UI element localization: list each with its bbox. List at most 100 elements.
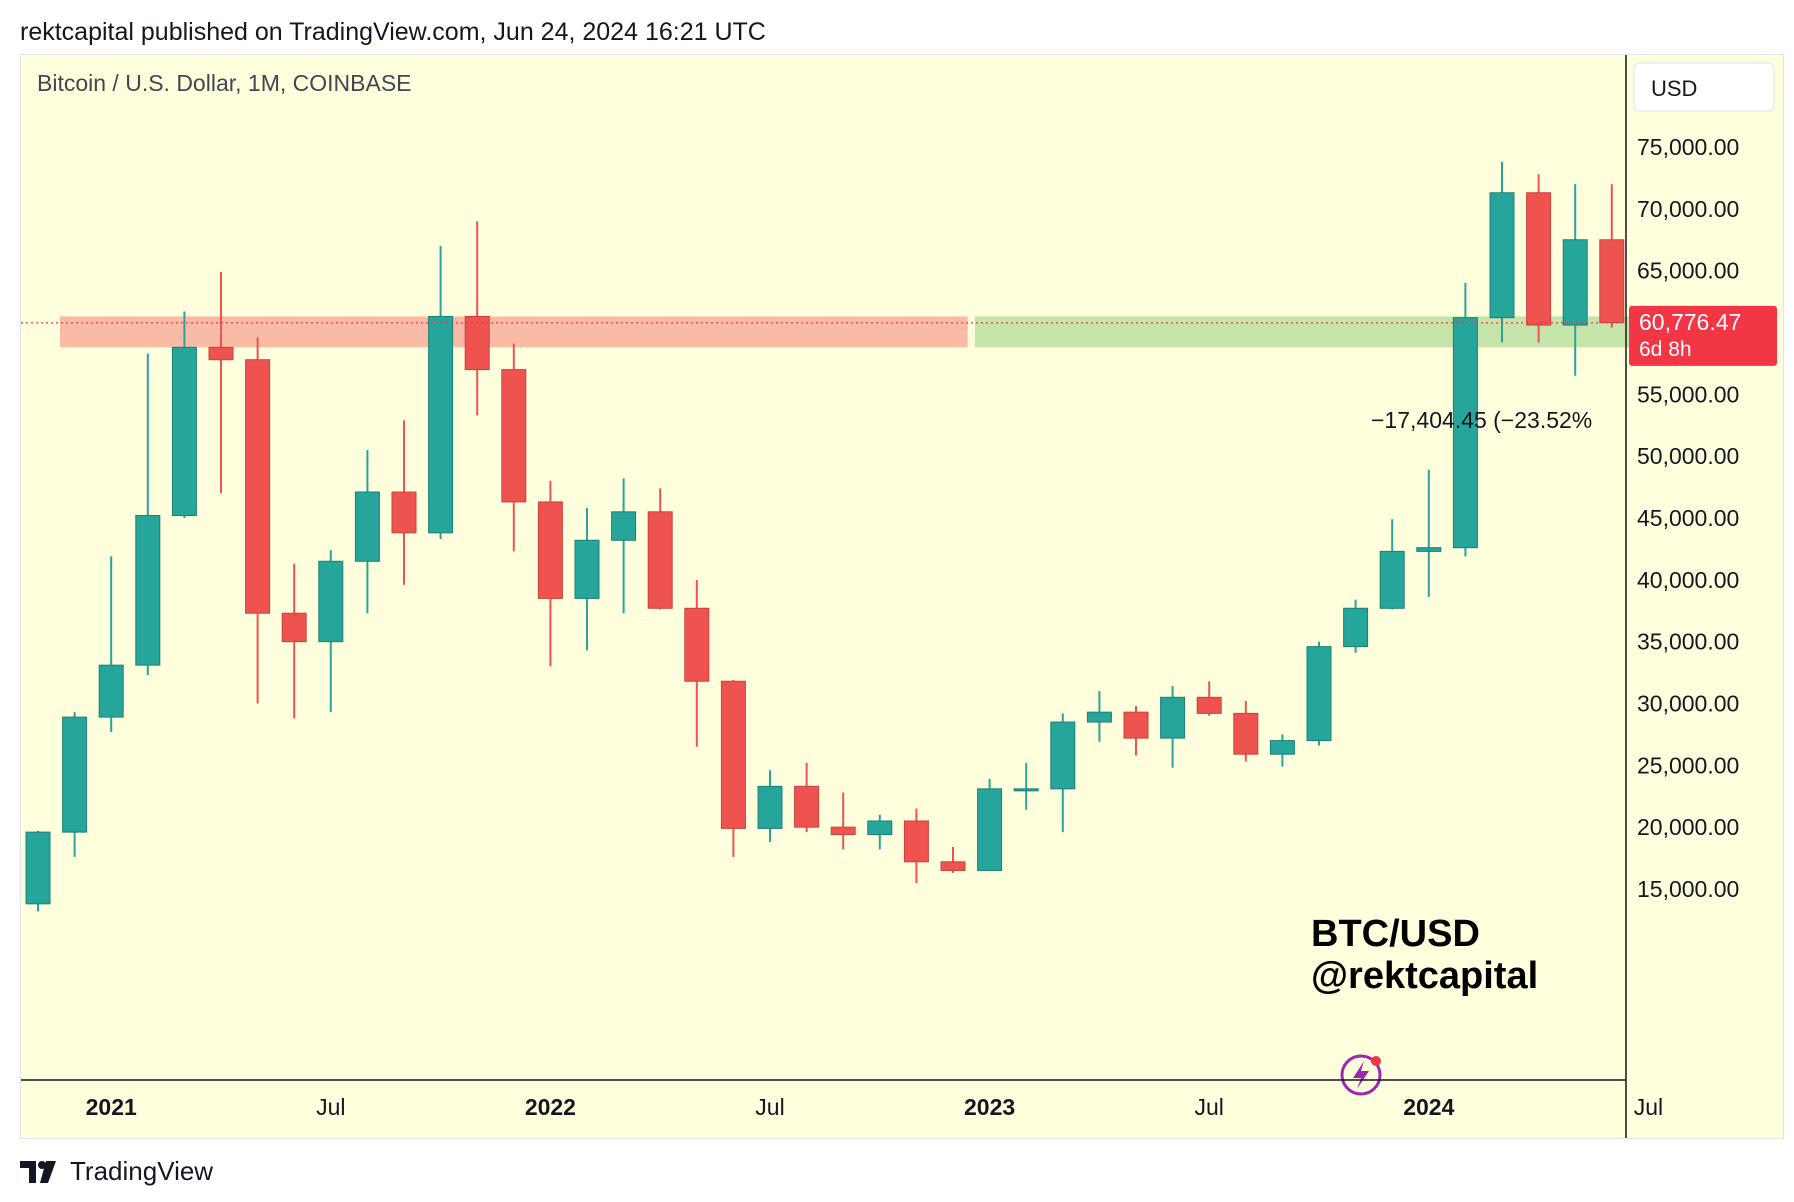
candle-2021-10[interactable] <box>428 245 454 540</box>
tradingview-brand[interactable]: TradingView <box>20 1156 213 1187</box>
price-tick-label: 50,000.00 <box>1637 443 1739 469</box>
candle-2022-05[interactable] <box>684 579 710 747</box>
chart-title: Bitcoin / U.S. Dollar, 1M, COINBASE <box>37 70 412 96</box>
candle-2021-02[interactable] <box>135 353 161 676</box>
red-zone[interactable] <box>59 316 968 348</box>
time-tick-label: 2022 <box>525 1094 576 1120</box>
candle-2021-07[interactable] <box>318 550 344 713</box>
price-tick-label: 15,000.00 <box>1637 876 1739 902</box>
candle-2023-06[interactable] <box>1160 686 1186 768</box>
candle-body <box>1416 547 1442 552</box>
candle-2021-04[interactable] <box>208 271 234 494</box>
candle-body <box>1379 550 1405 609</box>
candle-2023-03[interactable] <box>1050 713 1076 833</box>
candle-2024-05[interactable] <box>1562 184 1588 376</box>
candle-2024-04[interactable] <box>1526 174 1552 343</box>
candle-2021-03[interactable] <box>171 311 197 518</box>
candle-2022-02[interactable] <box>574 508 600 651</box>
candle-body <box>1599 239 1625 324</box>
candle-body <box>1123 711 1149 739</box>
candle-body <box>830 826 856 836</box>
price-axis[interactable]: 15,000.00 20,000.00 25,000.00 30,000.00 35,0… <box>1637 134 1739 902</box>
candle-body <box>647 511 673 609</box>
candle-body <box>1233 712 1259 755</box>
candle-body <box>757 785 783 829</box>
candle-body <box>867 820 893 836</box>
candle-body <box>1489 192 1515 319</box>
candle-body <box>1086 711 1112 723</box>
candle-2023-10[interactable] <box>1306 641 1332 746</box>
watermark-line2: @rektcapital <box>1311 955 1538 997</box>
candle-body <box>245 359 271 614</box>
candle-2021-12[interactable] <box>501 343 527 552</box>
candle-2023-09[interactable] <box>1269 734 1295 767</box>
candle-2022-04[interactable] <box>647 488 673 610</box>
candle-body <box>1050 721 1076 790</box>
candle-2024-06[interactable] <box>1599 184 1625 328</box>
candle-2022-03[interactable] <box>611 478 637 614</box>
price-tick-label: 20,000.00 <box>1637 814 1739 840</box>
candle-2022-01[interactable] <box>537 480 563 667</box>
candle-body <box>1196 696 1222 714</box>
candlestick-chart[interactable]: −17,404.45 (−23.52% Bitcoin / U.S. Dolla… <box>21 55 1783 1138</box>
candle-2024-01[interactable] <box>1416 469 1442 598</box>
time-tick-label: 2023 <box>964 1094 1015 1120</box>
candle-body <box>135 515 161 666</box>
price-tick-label: 30,000.00 <box>1637 691 1739 717</box>
price-tick-label: 40,000.00 <box>1637 567 1739 593</box>
candle-2021-11[interactable] <box>464 221 490 416</box>
candle-2021-06[interactable] <box>281 563 307 719</box>
candle-2022-08[interactable] <box>794 762 820 833</box>
candle-body <box>1306 646 1332 742</box>
candle-2020-11[interactable] <box>25 830 51 912</box>
candle-2024-02[interactable] <box>1452 283 1478 557</box>
candle-2023-05[interactable] <box>1123 705 1149 756</box>
lightning-icon[interactable] <box>1340 1054 1382 1096</box>
candle-2023-04[interactable] <box>1086 691 1112 742</box>
candle-2021-08[interactable] <box>354 449 380 614</box>
candle-2021-09[interactable] <box>391 420 417 585</box>
candle-2022-07[interactable] <box>757 770 783 843</box>
candle-body <box>1452 317 1478 549</box>
candle-2023-07[interactable] <box>1196 681 1222 716</box>
candle-2020-12[interactable] <box>62 712 88 857</box>
time-tick-label: Jul <box>1194 1094 1223 1120</box>
candle-2021-05[interactable] <box>245 337 271 704</box>
currency-button[interactable]: USD <box>1633 62 1775 112</box>
candle-2023-08[interactable] <box>1233 701 1259 762</box>
candle-2023-01[interactable] <box>977 778 1003 871</box>
candle-2024-03[interactable] <box>1489 161 1515 343</box>
time-tick-label: 2024 <box>1403 1094 1454 1120</box>
candle-2022-10[interactable] <box>867 814 893 850</box>
candle-2022-09[interactable] <box>830 792 856 850</box>
price-range-measure[interactable]: −17,404.45 (−23.52% <box>1371 159 1783 433</box>
price-tick-label: 65,000.00 <box>1637 258 1739 284</box>
brand-name: TradingView <box>70 1156 214 1186</box>
candle-body <box>574 539 600 599</box>
green-zone[interactable] <box>974 316 1707 348</box>
time-tick-label: 2021 <box>86 1094 137 1120</box>
candle-body <box>1160 696 1186 739</box>
candle-countdown: 6d 8h <box>1639 338 1692 361</box>
candle-2023-11[interactable] <box>1343 599 1369 653</box>
candle-body <box>684 607 710 682</box>
measure-label: −17,404.45 (−23.52% <box>1371 407 1592 433</box>
price-tick-label: 25,000.00 <box>1637 752 1739 778</box>
candle-body <box>720 680 746 829</box>
candle-body <box>537 501 563 599</box>
candle-2023-02[interactable] <box>1013 762 1039 810</box>
candle-body <box>1562 239 1588 326</box>
published-info: rektcapital published on TradingView.com… <box>20 18 766 46</box>
candle-2021-01[interactable] <box>98 556 124 732</box>
watermark-line1: BTC/USD <box>1311 913 1480 955</box>
candle-2022-11[interactable] <box>903 808 929 883</box>
time-axis[interactable]: 2021Jul2022Jul2023Jul2024Jul2025 <box>86 1094 1783 1120</box>
price-tick-label: 75,000.00 <box>1637 134 1739 160</box>
last-price-value: 60,776.47 <box>1639 309 1741 335</box>
candle-2022-12[interactable] <box>940 846 966 873</box>
candle-2022-06[interactable] <box>720 680 746 857</box>
candle-body <box>25 831 51 905</box>
candle-2023-12[interactable] <box>1379 519 1405 610</box>
candle-body <box>281 612 307 643</box>
candle-body <box>354 491 380 562</box>
